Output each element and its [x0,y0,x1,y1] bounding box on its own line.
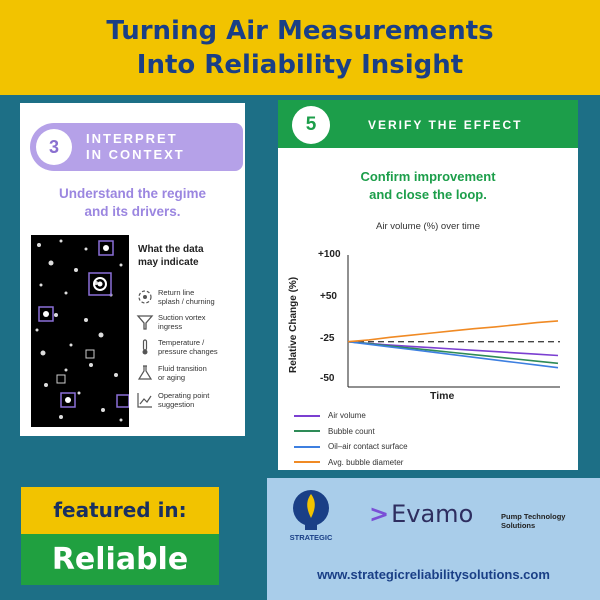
y-tick-50: +50 [320,291,337,302]
evamo-logo: >Evamo [369,500,474,528]
verify-title: VERIFY THE EFFECT [368,118,523,132]
strategic-logo: STRATEGIC [290,490,333,542]
indicator-temperature: Temperature / pressure changes [136,338,246,356]
pump-technology-solutions-logo: Pump Technology Solutions [501,512,566,530]
series-line-avg-bubble-diameter [347,320,559,343]
line-chart: Relative Change (%) +100 +50 -25 -50 Tim… [288,249,560,402]
step-number-3: 3 [36,129,72,165]
y-tick-neg25: -25 [320,333,335,344]
indicator-splash: Return line splash / churning [136,288,246,306]
reliable-logo: Reliable [21,534,219,585]
legend-air-volume: Air volume [294,408,408,424]
title-line-1: Turning Air Measurements [106,15,494,46]
interpret-title: INTERPRET IN CONTEXT [86,131,185,162]
strategic-wordmark: STRATEGIC [290,533,333,542]
interpret-card: 3 INTERPRET IN CONTEXT Understand the re… [20,103,245,436]
chart-legend: Air volume Bubble count Oil–air contact … [294,408,408,470]
indicator-operating-point: Operating point suggestion [136,391,246,409]
verify-subtitle: Confirm improvement and close the loop. [360,169,496,202]
y-tick-neg50: -50 [320,373,335,384]
indicator-vortex: Suction vortex ingress [136,313,246,331]
title-banner: Turning Air Measurements Into Reliabilit… [0,0,600,95]
flask-icon [137,365,153,380]
x-axis-label: Time [430,390,454,402]
trend-chart-icon [137,393,152,408]
interpret-subtitle: Understand the regime and its drivers. [58,186,207,219]
thermometer-icon [142,339,148,355]
splash-icon [138,290,152,304]
verify-card: 5 VERIFY THE EFFECT Confirm improvement … [278,100,578,470]
featured-label: featured in: [21,487,219,534]
legend-contact-surface: Oil–air contact surface [294,439,408,455]
sponsor-panel: STRATEGIC >Evamo Pump Technology Solutio… [267,478,600,600]
interpret-pill: 3 INTERPRET IN CONTEXT [30,123,243,171]
y-tick-100: +100 [318,249,341,260]
y-axis-label: Relative Change (%) [288,277,299,373]
series-line-oil-air-contact-surface [347,340,559,369]
vortex-funnel-icon [136,315,154,330]
series-line-air-volume [347,340,559,357]
website-url: www.strategicreliabilitysolutions.com [317,567,550,582]
indicate-heading: What the data may indicate [138,244,204,268]
legend-bubble-diameter: Avg. bubble diameter [294,455,408,471]
chart-title: Air volume (%) over time [376,221,480,232]
legend-bubble-count: Bubble count [294,424,408,440]
step-number-5: 5 [292,106,330,144]
title-line-2: Into Reliability Insight [136,49,464,80]
verify-header: 5 VERIFY THE EFFECT [278,100,578,148]
indicator-fluid: Fluid transition or aging [136,364,246,382]
bubble-particles-image [31,235,129,427]
